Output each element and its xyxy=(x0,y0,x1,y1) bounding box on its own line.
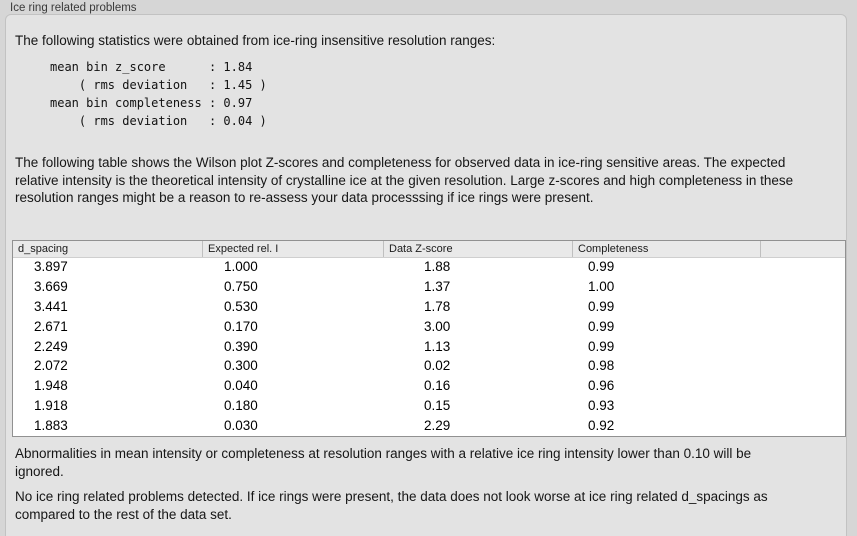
cell-d-spacing: 3.669 xyxy=(34,278,68,294)
cell-expected-rel-i: 0.170 xyxy=(224,318,258,334)
cell-data-z-score: 0.16 xyxy=(424,378,451,394)
cell-empty xyxy=(761,338,845,358)
cell-data-z-score: 1.78 xyxy=(424,298,451,314)
table-row[interactable]: 1.918 0.180 0.15 0.93 xyxy=(13,397,845,417)
cell-data-z-score: 2.29 xyxy=(424,418,451,434)
cell-empty xyxy=(761,377,845,397)
intro-text: The following statistics were obtained f… xyxy=(15,33,496,48)
table-row[interactable]: 2.671 0.170 3.00 0.99 xyxy=(13,318,845,338)
cell-completeness: 0.92 xyxy=(588,418,615,434)
column-header-empty[interactable] xyxy=(761,241,845,257)
cell-data-z-score: 1.13 xyxy=(424,338,451,354)
cell-data-z-score: 0.02 xyxy=(424,358,451,374)
section-title: Ice ring related problems xyxy=(10,2,137,14)
table-row[interactable]: 3.669 0.750 1.37 1.00 xyxy=(13,278,845,298)
cell-completeness: 0.99 xyxy=(588,318,615,334)
cell-data-z-score: 0.15 xyxy=(424,398,451,414)
cell-d-spacing: 1.948 xyxy=(34,378,68,394)
cell-expected-rel-i: 1.000 xyxy=(224,259,258,274)
cell-data-z-score: 1.88 xyxy=(424,259,451,274)
cell-d-spacing: 3.441 xyxy=(34,298,68,314)
cell-empty xyxy=(761,258,845,278)
column-header-d-spacing[interactable]: d_spacing xyxy=(13,241,203,257)
cell-d-spacing: 2.671 xyxy=(34,318,68,334)
cell-empty xyxy=(761,318,845,338)
ice-ring-group-box: The following statistics were obtained f… xyxy=(5,14,847,536)
cell-expected-rel-i: 0.180 xyxy=(224,398,258,414)
cell-completeness: 0.93 xyxy=(588,398,615,414)
cell-empty xyxy=(761,397,845,417)
cell-completeness: 0.99 xyxy=(588,259,615,274)
table-row[interactable]: 2.249 0.390 1.13 0.99 xyxy=(13,338,845,358)
cell-expected-rel-i: 0.030 xyxy=(224,418,258,434)
cell-expected-rel-i: 0.390 xyxy=(224,338,258,354)
table-body: 3.897 1.000 1.88 0.99 3.669 0.750 1.37 1.00 3.44… xyxy=(13,258,845,436)
cell-d-spacing: 3.897 xyxy=(34,259,68,274)
cell-d-spacing: 1.918 xyxy=(34,398,68,414)
cell-empty xyxy=(761,298,845,318)
table-row[interactable]: 3.441 0.530 1.78 0.99 xyxy=(13,298,845,318)
cell-completeness: 0.99 xyxy=(588,298,615,314)
column-header-expected-rel-i[interactable]: Expected rel. I xyxy=(203,241,384,257)
conclusion-note: No ice ring related problems detected. I… xyxy=(15,489,768,522)
cell-d-spacing: 2.249 xyxy=(34,338,68,354)
cell-empty xyxy=(761,417,845,436)
cell-expected-rel-i: 0.040 xyxy=(224,378,258,394)
cell-completeness: 0.96 xyxy=(588,378,615,394)
cell-data-z-score: 3.00 xyxy=(424,318,451,334)
table-row[interactable]: 3.897 1.000 1.88 0.99 xyxy=(13,258,845,278)
stats-block: mean bin z_score : 1.84 ( rms deviation … xyxy=(50,60,267,128)
cell-d-spacing: 2.072 xyxy=(34,358,68,374)
cell-d-spacing: 1.883 xyxy=(34,418,68,434)
table-row[interactable]: 2.072 0.300 0.02 0.98 xyxy=(13,357,845,377)
cell-completeness: 0.99 xyxy=(588,338,615,354)
ice-ring-table[interactable]: d_spacing Expected rel. I Data Z-score Comp… xyxy=(12,240,846,437)
cell-empty xyxy=(761,357,845,377)
cell-expected-rel-i: 0.750 xyxy=(224,278,258,294)
cell-completeness: 1.00 xyxy=(588,278,615,294)
table-row[interactable]: 1.883 0.030 2.29 0.92 xyxy=(13,417,845,436)
cell-expected-rel-i: 0.300 xyxy=(224,358,258,374)
table-header-row: d_spacing Expected rel. I Data Z-score Comp… xyxy=(13,241,845,258)
table-description: The following table shows the Wilson plo… xyxy=(15,155,794,205)
cell-data-z-score: 1.37 xyxy=(424,278,451,294)
column-header-completeness[interactable]: Completeness xyxy=(573,241,761,257)
ignore-threshold-note: Abnormalities in mean intensity or compl… xyxy=(15,446,752,479)
table-row[interactable]: 1.948 0.040 0.16 0.96 xyxy=(13,377,845,397)
cell-expected-rel-i: 0.530 xyxy=(224,298,258,314)
cell-empty xyxy=(761,278,845,298)
cell-completeness: 0.98 xyxy=(588,358,615,374)
column-header-data-z-score[interactable]: Data Z-score xyxy=(384,241,573,257)
